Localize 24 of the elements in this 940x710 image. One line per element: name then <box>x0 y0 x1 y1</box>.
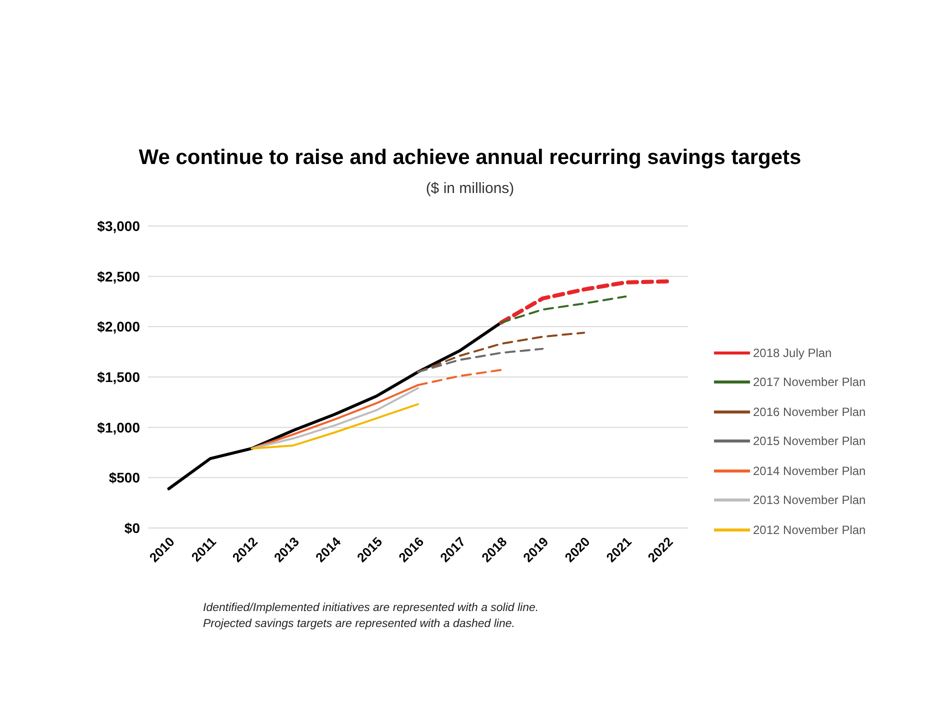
legend-label: 2018 July Plan <box>753 346 832 360</box>
y-tick-label: $1,500 <box>97 368 140 385</box>
line-series <box>417 332 586 373</box>
line-series <box>167 321 503 490</box>
line-series <box>417 348 544 373</box>
legend-label: 2012 November Plan <box>753 522 866 537</box>
line-series <box>500 295 627 324</box>
text: Projected savings targets are represented with a dashed line. <box>203 617 516 632</box>
chart-subtitle: ($ in millions) <box>424 180 516 197</box>
y-tick-label: $0 <box>124 520 140 536</box>
legend-label: 2015 November Plan <box>753 434 866 448</box>
line-series <box>250 403 419 450</box>
chart-title: We continue to raise and achieve annual recurring savings targets <box>138 146 802 170</box>
y-tick-label: $500 <box>108 470 140 486</box>
legend-label: 2013 November Plan <box>753 493 866 508</box>
y-tick-label: $2,000 <box>97 318 140 335</box>
text: Identified/Implemented initiatives are represented with a solid line. <box>203 601 539 616</box>
legend-label: 2014 November Plan <box>753 464 866 478</box>
y-tick-label: $1,000 <box>97 419 140 436</box>
y-tick-label: $2,500 <box>97 268 140 284</box>
legend-label: 2017 November Plan <box>753 375 866 390</box>
legend-label: 2016 November Plan <box>753 404 866 419</box>
line-series <box>499 279 670 325</box>
y-tick-label: $3,000 <box>97 218 140 234</box>
